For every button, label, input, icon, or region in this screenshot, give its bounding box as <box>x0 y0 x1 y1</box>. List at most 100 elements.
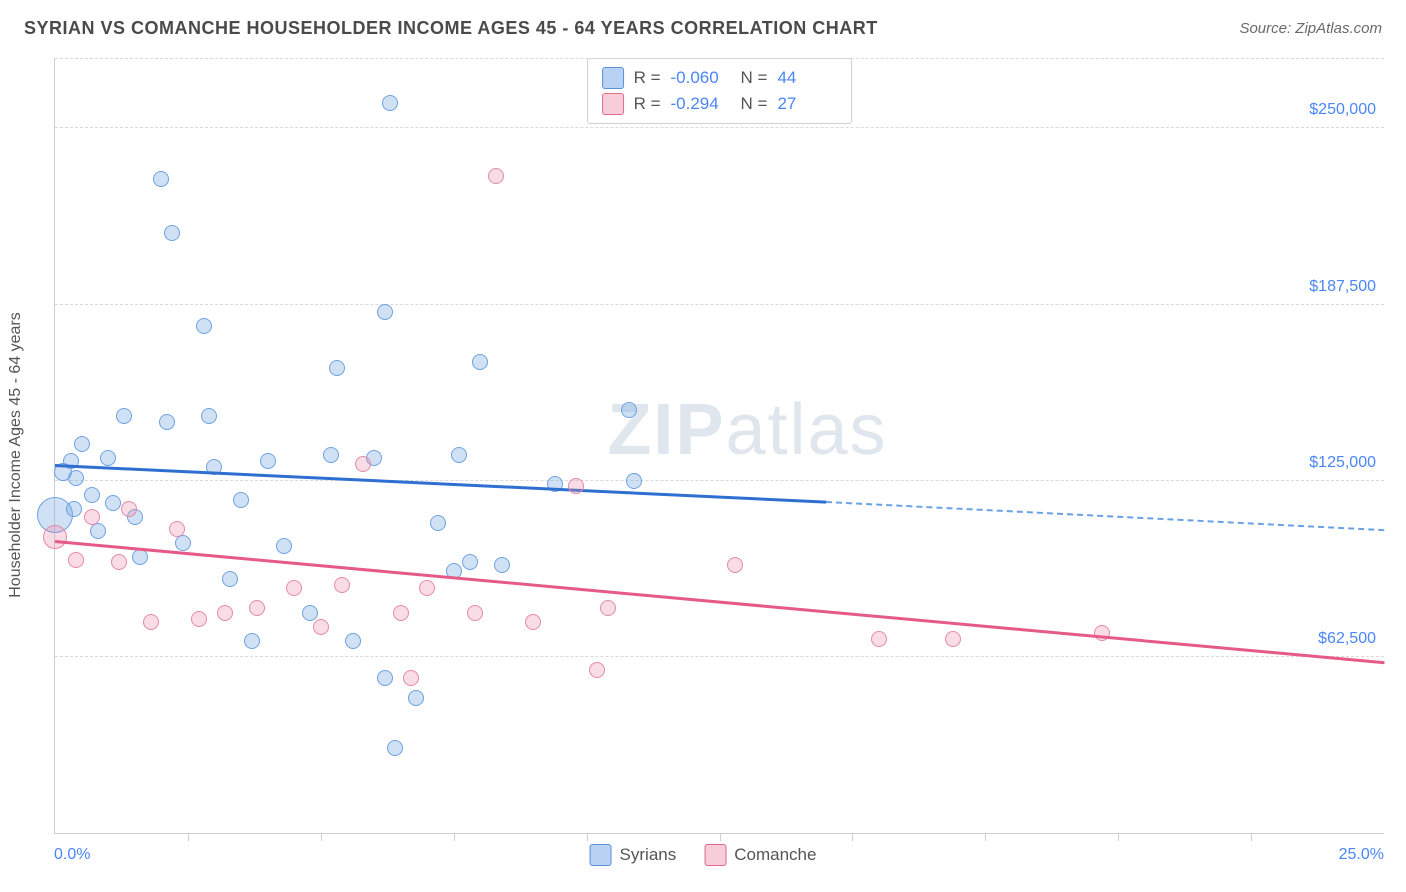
data-point-syrians <box>116 408 132 424</box>
grid-line <box>55 480 1384 481</box>
data-point-comanche <box>727 557 743 573</box>
x-tick <box>454 833 455 841</box>
y-axis-title: Householder Income Ages 45 - 64 years <box>7 312 25 598</box>
y-tick-label: $187,500 <box>1309 278 1376 296</box>
data-point-syrians <box>472 354 488 370</box>
data-point-comanche <box>43 525 67 549</box>
data-point-syrians <box>100 450 116 466</box>
data-point-syrians <box>387 740 403 756</box>
n-label: N = <box>741 94 768 114</box>
chart-plot-area: ZIPatlas R = -0.060 N = 44 R = -0.294 N … <box>54 58 1384 834</box>
watermark: ZIPatlas <box>607 389 887 471</box>
data-point-comanche <box>169 521 185 537</box>
chart-source: Source: ZipAtlas.com <box>1239 20 1382 37</box>
data-point-comanche <box>589 662 605 678</box>
data-point-comanche <box>111 554 127 570</box>
data-point-comanche <box>249 600 265 616</box>
data-point-syrians <box>90 523 106 539</box>
data-point-syrians <box>451 447 467 463</box>
y-tick-label: $125,000 <box>1309 454 1376 472</box>
swatch-syrians-icon <box>590 844 612 866</box>
data-point-syrians <box>84 487 100 503</box>
data-point-comanche <box>286 580 302 596</box>
data-point-comanche <box>600 600 616 616</box>
x-tick <box>720 833 721 841</box>
x-tick <box>1118 833 1119 841</box>
data-point-syrians <box>233 492 249 508</box>
r-value-syrians: -0.060 <box>671 68 731 88</box>
data-point-syrians <box>302 605 318 621</box>
trend-line-ext-syrians <box>826 501 1384 531</box>
y-tick-label: $62,500 <box>1318 630 1376 648</box>
n-value-comanche: 27 <box>777 94 837 114</box>
x-tick <box>852 833 853 841</box>
data-point-syrians <box>66 501 82 517</box>
data-point-syrians <box>430 515 446 531</box>
x-tick <box>985 833 986 841</box>
swatch-comanche-icon <box>704 844 726 866</box>
data-point-comanche <box>143 614 159 630</box>
n-label: N = <box>741 68 768 88</box>
x-tick <box>188 833 189 841</box>
legend-label-syrians: Syrians <box>620 845 677 865</box>
grid-line <box>55 656 1384 657</box>
data-point-syrians <box>196 318 212 334</box>
data-point-syrians <box>74 436 90 452</box>
grid-line <box>55 304 1384 305</box>
data-point-comanche <box>334 577 350 593</box>
r-label: R = <box>634 94 661 114</box>
data-point-syrians <box>164 225 180 241</box>
grid-line <box>55 58 1384 59</box>
data-point-comanche <box>84 509 100 525</box>
data-point-comanche <box>568 478 584 494</box>
x-axis-min-label: 0.0% <box>54 846 90 864</box>
data-point-comanche <box>525 614 541 630</box>
data-point-syrians <box>323 447 339 463</box>
data-point-comanche <box>488 168 504 184</box>
trend-line-syrians <box>55 464 826 504</box>
data-point-comanche <box>191 611 207 627</box>
r-value-comanche: -0.294 <box>671 94 731 114</box>
swatch-syrians-icon <box>602 67 624 89</box>
data-point-comanche <box>945 631 961 647</box>
n-value-syrians: 44 <box>777 68 837 88</box>
data-point-comanche <box>393 605 409 621</box>
data-point-syrians <box>377 670 393 686</box>
correlation-legend: R = -0.060 N = 44 R = -0.294 N = 27 <box>587 58 853 124</box>
data-point-syrians <box>329 360 345 376</box>
data-point-comanche <box>467 605 483 621</box>
legend-row-comanche: R = -0.294 N = 27 <box>602 91 838 117</box>
data-point-syrians <box>175 535 191 551</box>
data-point-comanche <box>313 619 329 635</box>
data-point-syrians <box>105 495 121 511</box>
data-point-comanche <box>403 670 419 686</box>
chart-title: SYRIAN VS COMANCHE HOUSEHOLDER INCOME AG… <box>24 18 878 39</box>
y-tick-label: $250,000 <box>1309 101 1376 119</box>
x-tick <box>587 833 588 841</box>
legend-row-syrians: R = -0.060 N = 44 <box>602 65 838 91</box>
data-point-syrians <box>260 453 276 469</box>
r-label: R = <box>634 68 661 88</box>
data-point-syrians <box>377 304 393 320</box>
chart-header: SYRIAN VS COMANCHE HOUSEHOLDER INCOME AG… <box>0 0 1406 49</box>
data-point-syrians <box>222 571 238 587</box>
x-axis-max-label: 25.0% <box>1339 846 1384 864</box>
data-point-comanche <box>68 552 84 568</box>
legend-item-syrians: Syrians <box>590 844 677 866</box>
data-point-syrians <box>244 633 260 649</box>
x-tick <box>321 833 322 841</box>
watermark-rest: atlas <box>725 390 887 470</box>
swatch-comanche-icon <box>602 93 624 115</box>
data-point-syrians <box>68 470 84 486</box>
data-point-syrians <box>382 95 398 111</box>
data-point-syrians <box>462 554 478 570</box>
data-point-syrians <box>494 557 510 573</box>
data-point-comanche <box>121 501 137 517</box>
data-point-syrians <box>153 171 169 187</box>
legend-label-comanche: Comanche <box>734 845 816 865</box>
data-point-syrians <box>345 633 361 649</box>
data-point-syrians <box>621 402 637 418</box>
data-point-comanche <box>871 631 887 647</box>
data-point-comanche <box>355 456 371 472</box>
data-point-comanche <box>217 605 233 621</box>
